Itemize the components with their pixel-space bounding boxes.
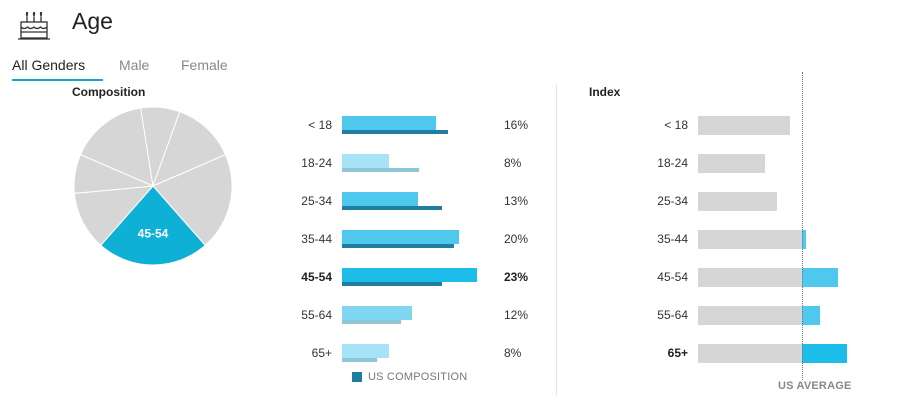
index-over-bar-45-54[interactable] — [802, 268, 838, 287]
index-row-label-25-34: 25-34 — [657, 194, 688, 208]
pie-slice-55-64[interactable] — [73, 185, 155, 246]
comp-pct-25-34: 13% — [504, 194, 529, 208]
us-comp-bar-18-24 — [342, 168, 419, 172]
index-over-bar-65[interactable] — [802, 344, 847, 363]
index-row-label-45-54: 45-54 — [657, 270, 688, 284]
index-bar-55-64[interactable] — [698, 306, 802, 325]
comp-pct-18-24: 8% — [504, 156, 522, 170]
index-over-bar-55-64[interactable] — [802, 306, 820, 325]
cake-icon — [18, 10, 50, 45]
comp-bar-18[interactable] — [342, 116, 436, 130]
index-row-label-18-24: 18-24 — [657, 156, 688, 170]
us-comp-bar-45-54 — [342, 282, 443, 286]
comp-row-label-25-34: 25-34 — [301, 194, 332, 208]
index-row-label-18: < 18 — [664, 118, 688, 132]
pie-slice-25-34[interactable] — [152, 111, 227, 187]
comp-bar-45-54[interactable] — [342, 268, 477, 282]
comp-pct-45-54: 23% — [504, 270, 529, 284]
comp-pct-18: 16% — [504, 118, 529, 132]
index-bar-45-54[interactable] — [698, 268, 802, 287]
index-row-label-65: 65+ — [667, 346, 688, 360]
us-comp-bar-55-64 — [342, 320, 401, 324]
composition-pie-chart: 45-54 — [73, 106, 233, 266]
index-bar-18-24[interactable] — [698, 154, 765, 173]
pie-slice-45-54[interactable] — [100, 185, 206, 266]
comp-row-label-18-24: 18-24 — [301, 156, 332, 170]
comp-bar-18-24[interactable] — [342, 154, 389, 168]
index-row-label-35-44: 35-44 — [657, 232, 688, 246]
us-comp-bar-35-44 — [342, 244, 454, 248]
page-title: Age — [72, 8, 113, 34]
index-row-label-55-64: 55-64 — [657, 308, 688, 322]
comp-row-label-35-44: 35-44 — [301, 232, 332, 246]
tab-female[interactable]: Female — [181, 57, 228, 73]
index-label: Index — [589, 85, 621, 99]
comp-row-label-45-54: 45-54 — [301, 270, 332, 284]
tab-male[interactable]: Male — [119, 57, 150, 73]
us-average-label: US AVERAGE — [778, 380, 852, 392]
index-bar-25-34[interactable] — [698, 192, 778, 211]
index-bar-35-44[interactable] — [698, 230, 802, 249]
section-divider — [556, 85, 557, 395]
composition-label: Composition — [72, 85, 146, 99]
comp-bar-65[interactable] — [342, 344, 389, 358]
comp-row-label-55-64: 55-64 — [301, 308, 332, 322]
comp-row-label-65: 65+ — [311, 346, 332, 360]
comp-pct-65: 8% — [504, 346, 522, 360]
us-comp-bar-18 — [342, 130, 448, 134]
us-comp-bar-25-34 — [342, 206, 443, 210]
pie-slice-18[interactable] — [79, 107, 154, 187]
index-bar-18[interactable] — [698, 116, 790, 135]
comp-pct-35-44: 20% — [504, 232, 529, 246]
comp-bar-35-44[interactable] — [342, 230, 460, 244]
us-average-line — [802, 72, 803, 380]
index-over-bar-35-44[interactable] — [802, 230, 807, 249]
pie-slice-35-44[interactable] — [152, 153, 233, 246]
index-bar-65[interactable] — [698, 344, 802, 363]
comp-bar-55-64[interactable] — [342, 306, 413, 320]
tab-all-genders[interactable]: All Genders — [12, 57, 86, 73]
comp-pct-55-64: 12% — [504, 308, 529, 322]
us-composition-legend: US COMPOSITION — [368, 371, 468, 383]
comp-row-label-18: < 18 — [308, 118, 332, 132]
us-composition-swatch — [352, 372, 362, 382]
active-tab-indicator — [12, 79, 103, 81]
comp-bar-25-34[interactable] — [342, 192, 419, 206]
us-comp-bar-65 — [342, 358, 378, 362]
pie-slice-65[interactable] — [73, 153, 154, 194]
pie-highlight-label: 45-54 — [138, 226, 169, 240]
